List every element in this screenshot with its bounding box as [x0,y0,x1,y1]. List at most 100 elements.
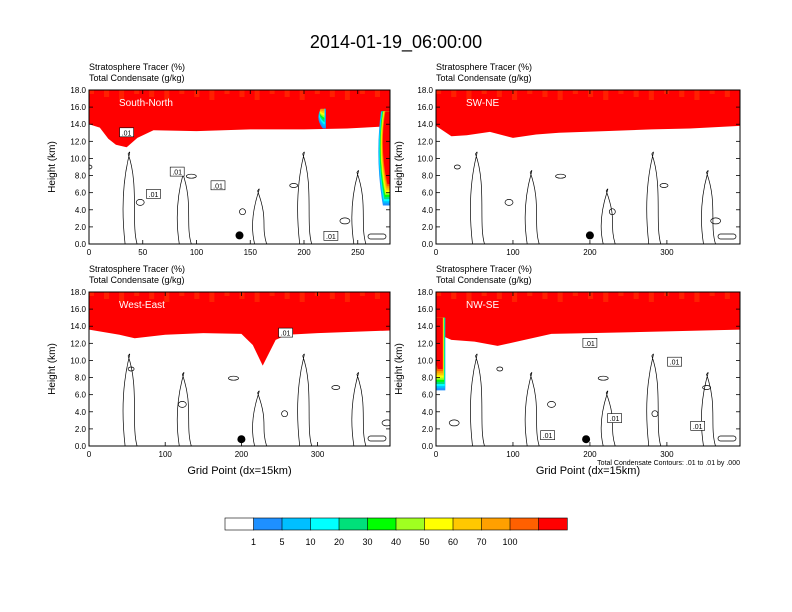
y-axis-label: Height (km) [394,343,405,395]
x-tick-label: 300 [660,450,674,459]
condensate-contour [646,151,662,244]
condensate-contour [351,372,367,446]
contour-label-box [690,420,706,431]
tracer-texture [522,90,528,102]
tracer-fold [319,108,325,112]
tracer-texture [244,90,250,98]
panel-south-north: Stratosphere Tracer (%)Total Condensate … [47,62,391,257]
tracer-texture [694,292,700,302]
y-tick-label: 12.0 [417,137,433,146]
tracer-texture [658,90,665,102]
y-tick-label: 8.0 [75,172,87,181]
panel-label: South-North [119,98,173,109]
x-tick-label: 300 [660,248,674,257]
page-title: 2014-01-19_06:00:00 [309,32,483,52]
y-tick-label: 18.0 [70,288,86,297]
tracer-texture [633,292,640,299]
tracer-texture [567,292,574,304]
tracer-texture [648,292,655,302]
condensate-blob [289,183,299,188]
tracer-texture [199,292,205,300]
y-tick-label: 4.0 [75,206,87,215]
y-tick-label: 16.0 [417,305,433,314]
y-tick-label: 0.0 [75,240,87,249]
tracer-texture [729,90,736,98]
condensate-blob [448,419,460,427]
tracer-texture [214,292,220,303]
tracer-texture [204,292,210,301]
condensate-blob [717,233,737,240]
tracer-texture [577,90,584,95]
colorbar-swatch [253,517,283,531]
tracer-texture [527,292,533,296]
tracer-texture [496,90,503,97]
tracer-texture [254,292,261,302]
tracer-texture [481,90,488,94]
colorbar-swatch [367,517,397,531]
tracer-texture [608,90,614,101]
tracer-texture [506,292,513,301]
panel-label: SW-NE [466,98,499,109]
y-tick-label: 10.0 [70,356,86,365]
tracer-texture [572,292,579,296]
tracer-texture [94,292,100,297]
tracer-texture [174,90,180,102]
location-marker [585,231,594,240]
tracer-texture [299,292,306,302]
condensate-blob [185,173,197,179]
y-tick-label: 4.0 [422,206,434,215]
colorbar-tick-label: 40 [391,537,401,547]
tracer-texture [714,90,721,95]
contour-label: .01 [213,183,223,190]
tracer-texture [234,90,240,96]
tracer-texture [279,90,286,96]
tracer-texture [94,90,100,95]
tracer-texture [689,90,695,99]
y-tick-label: 4.0 [75,408,87,417]
tracer-texture [689,292,695,301]
tracer-texture [154,292,160,300]
tracer-texture [628,292,635,298]
y-tick-label: 18.0 [417,288,433,297]
footnote: Total Condensate Contours: .01 to .01 by… [597,460,740,467]
panel-header-line: Total Condensate (g/kg) [436,73,532,83]
contour-label-box [667,356,682,367]
contour-label-box [607,413,622,423]
x-tick-label: 0 [87,450,92,459]
tracer-texture [699,292,706,303]
panel-header-line: Stratosphere Tracer (%) [89,264,185,274]
tracer-texture [319,90,326,95]
tracer-texture [466,292,472,302]
condensate-contour [122,151,138,244]
tracer-texture [588,90,594,97]
contour-label: .01 [172,170,182,177]
tracer-texture [219,292,225,304]
y-tick-label: 14.0 [417,120,433,129]
y-tick-label: 2.0 [422,425,434,434]
tracer-texture [339,292,346,301]
panel-header-line: Total Condensate (g/kg) [89,275,185,285]
tracer-texture [179,90,185,94]
tracer-texture [658,292,665,304]
tracer-texture [557,292,564,302]
tracer-texture [679,90,685,97]
y-tick-label: 12.0 [70,339,86,348]
tracer-texture [380,292,386,300]
panel-nw-se: Stratosphere Tracer (%)Total Condensate … [394,264,741,477]
tracer-texture [385,90,390,99]
tracer-texture [608,292,614,303]
y-tick-label: 12.0 [417,339,433,348]
tracer-texture [603,292,609,302]
panel-west-east: Stratosphere Tracer (%)Total Condensate … [47,264,391,477]
y-axis-label: Height (km) [47,141,58,193]
x-tick-label: 200 [583,248,597,257]
condensate-blob [504,199,514,206]
tracer-texture [89,292,95,296]
contour-label-box [582,337,598,348]
tracer-texture [724,90,731,97]
tracer-texture [684,90,690,98]
condensate-blob [89,164,93,170]
tracer-texture [224,292,230,296]
tracer-texture [319,292,326,297]
colorbar-tick-label: 30 [362,537,372,547]
